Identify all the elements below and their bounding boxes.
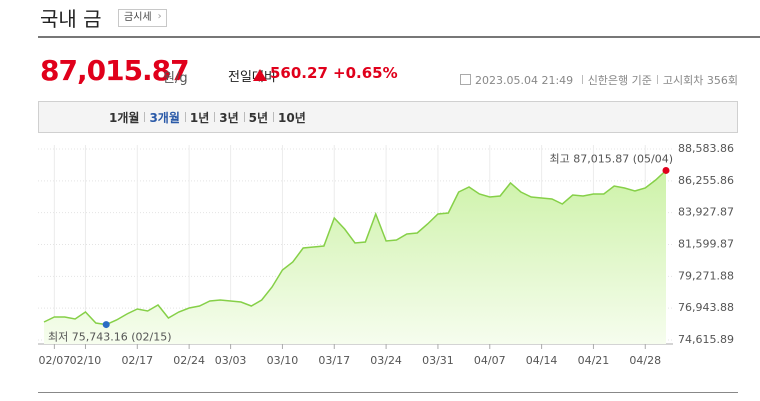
gold-price-button[interactable]: 금시세 — [118, 9, 167, 27]
y-tick-label: 83,927.87 — [678, 206, 734, 219]
tab-separator — [214, 112, 216, 122]
price-info: 2023.05.04 21:49 신한은행 기준 고시회차 356회 — [460, 72, 738, 88]
y-tick-label: 76,943.88 — [678, 301, 734, 314]
source: 신한은행 기준 — [577, 74, 652, 87]
tab-separator — [273, 112, 275, 122]
period-tab[interactable]: 1개월 — [109, 111, 140, 125]
x-tick-label: 02/10 — [70, 354, 102, 367]
x-tick-label: 03/10 — [267, 354, 299, 367]
x-tick-label: 04/14 — [526, 354, 558, 367]
divider — [38, 392, 738, 393]
datetime: 2023.05.04 21:49 — [475, 74, 574, 87]
y-tick-label: 79,271.88 — [678, 269, 734, 282]
up-icon — [253, 69, 267, 81]
x-tick-label: 02/07 — [39, 354, 71, 367]
round: 고시회차 356회 — [652, 74, 738, 87]
annotation: 최고 87,015.87 (05/04) — [550, 152, 674, 165]
annotation: 최저 75,743.16 (02/15) — [48, 331, 172, 344]
tab-separator — [184, 112, 186, 122]
x-tick-label: 02/17 — [121, 354, 153, 367]
y-tick-label: 74,615.89 — [678, 333, 734, 346]
tab-separator — [243, 112, 245, 122]
price-change: 560.27 — [270, 64, 328, 82]
y-tick-label: 81,599.87 — [678, 238, 734, 251]
x-tick-label: 03/17 — [318, 354, 350, 367]
line — [43, 169, 667, 326]
period-tabs: 1개월 3개월 1년 3년 5년 10년 — [38, 101, 738, 133]
area — [44, 170, 666, 344]
x-tick-label: 03/24 — [370, 354, 402, 367]
divider — [38, 36, 760, 38]
tab-separator — [144, 112, 146, 122]
x-tick-label: 04/21 — [578, 354, 610, 367]
period-tab[interactable]: 3개월 — [149, 111, 180, 125]
period-tab[interactable]: 3년 — [219, 111, 239, 125]
y-tick-label: 88,583.86 — [678, 142, 734, 155]
change-rate: +0.65% — [333, 64, 398, 82]
extreme-point — [662, 166, 670, 174]
calendar-icon — [460, 74, 471, 85]
current-price: 87,015.87 — [40, 54, 190, 87]
change-label: 전일대비 — [228, 70, 276, 85]
x-tick-label: 02/24 — [173, 354, 205, 367]
y-tick-label: 86,255.86 — [678, 174, 734, 187]
extreme-point — [102, 321, 110, 329]
chart: 74,615.89 76,943.88 79,271.88 81,599.87 83,9… — [38, 142, 734, 367]
price-unit: 원/g — [163, 71, 188, 86]
period-tab[interactable]: 10년 — [278, 111, 306, 125]
x-tick-label: 03/03 — [215, 354, 247, 367]
x-tick-label: 04/07 — [474, 354, 506, 367]
page-title: 국내 금 — [40, 7, 102, 31]
x-tick-label: 03/31 — [422, 354, 454, 367]
period-tab[interactable]: 5년 — [248, 111, 269, 125]
x-tick-label: 04/28 — [629, 354, 661, 367]
period-tab[interactable]: 1년 — [189, 111, 210, 125]
